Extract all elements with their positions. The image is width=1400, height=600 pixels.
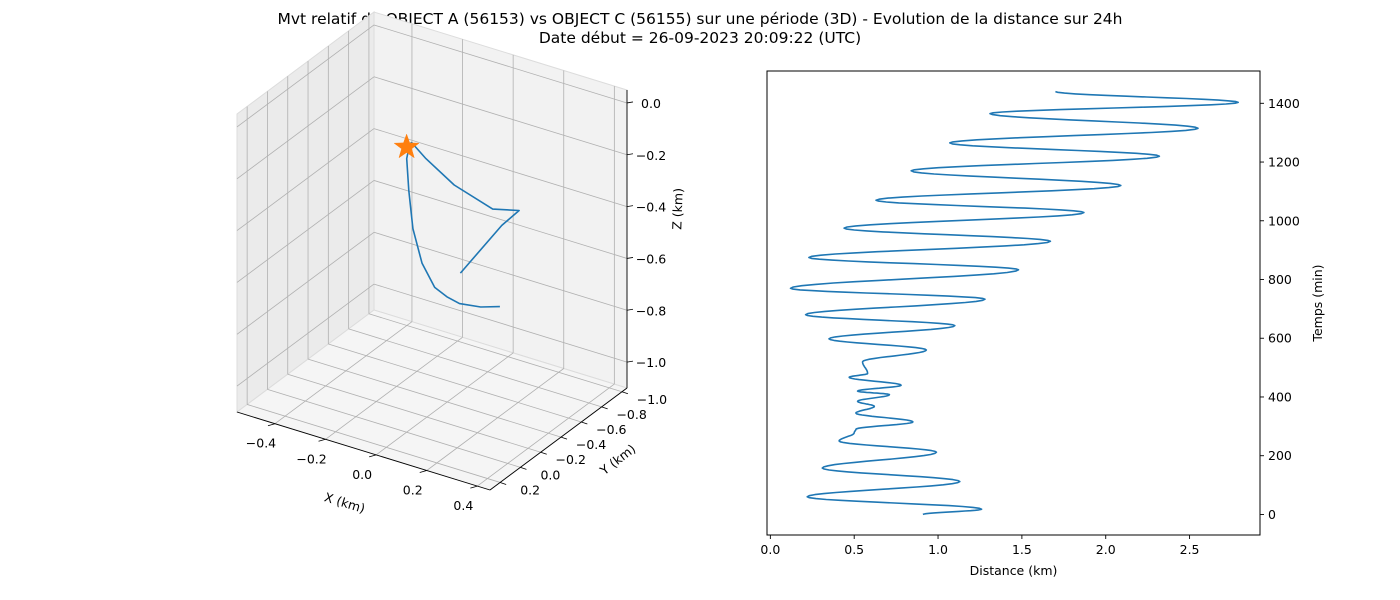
axes3d-series — [393, 133, 520, 308]
gridline-z-left — [236, 128, 375, 231]
z-tick-label-3d: −1.0 — [636, 355, 666, 370]
z-tick-label-3d: 0.0 — [641, 96, 661, 111]
y-tick-label: 600 — [1268, 331, 1292, 346]
z-tick-mark-3d — [626, 257, 634, 259]
gridline-z-left — [236, 180, 375, 283]
x-tick-mark-3d — [419, 470, 427, 473]
x-tick-label-3d: 0.0 — [352, 467, 372, 482]
z-tick-label-3d: −0.2 — [636, 148, 666, 163]
chart-title: Mvt relatif de OBJECT A (56153) vs OBJEC… — [277, 10, 1123, 28]
axis-ticks-2d: 0.0 0.5 1.0 1.5 2.0 2.5 0 200 400 600 800 1000 1200 1… — [760, 96, 1299, 557]
x-tick-label: 2.0 — [1096, 542, 1116, 557]
z-tick-mark-3d — [626, 360, 634, 363]
y-tick-label: 800 — [1268, 272, 1292, 287]
gridline-z-left — [236, 231, 375, 335]
gridline-x-floor — [477, 383, 615, 487]
x-tick-label: 0.0 — [760, 542, 780, 557]
axes3d-axis-lines — [236, 90, 628, 491]
gridline-x-floor — [274, 321, 413, 425]
gridline-y-floor — [287, 373, 541, 453]
gridline-z-back — [373, 128, 628, 207]
z-tick-label-3d: −0.6 — [636, 251, 666, 266]
gridline-y-floor — [348, 328, 602, 408]
x-tick-mark-3d — [318, 438, 326, 442]
trajectory-3d-plot: −0.4−0.20.00.20.40.20.0−0.2−0.4−0.6−0.8−… — [235, 11, 686, 516]
x-tick-label: 2.5 — [1180, 542, 1200, 557]
z-tick-mark-3d — [626, 153, 634, 156]
z-tick-mark-3d — [626, 308, 634, 311]
y-tick-mark-3d — [560, 436, 568, 440]
gridline-z-left — [236, 283, 375, 387]
gridline-y-floor — [267, 388, 521, 468]
y-tick-label-3d: −1.0 — [637, 392, 667, 407]
distance-line — [789, 90, 1239, 516]
y-tick-label-3d: −0.8 — [616, 407, 646, 422]
x-tick-mark-3d — [267, 423, 276, 427]
origin-star-marker — [393, 133, 420, 159]
x-tick-label-3d: −0.2 — [296, 451, 326, 466]
gridline-z-back — [373, 180, 628, 259]
y-tick-label-3d: 0.2 — [520, 482, 540, 497]
gridline-z-left — [236, 76, 375, 180]
y-tick-mark-3d — [601, 406, 608, 410]
y-tick-label-3d: 0.0 — [540, 467, 560, 482]
y-tick-label-3d: −0.4 — [576, 437, 606, 452]
z-tick-mark-3d — [626, 205, 634, 208]
plot-frame — [766, 70, 1261, 536]
gridline-z-left — [236, 24, 375, 128]
y-tick-label: 0 — [1268, 507, 1276, 522]
gridline-z-back — [373, 283, 628, 363]
x-axis-label-2d: Distance (km) — [970, 563, 1058, 578]
x-tick-label: 1.0 — [928, 542, 948, 557]
y-tick-mark-3d — [621, 391, 629, 395]
x-axis-label-3d: X (km) — [323, 489, 367, 516]
gridline-z-back — [373, 231, 628, 311]
x-tick-mark-3d — [369, 454, 377, 458]
x-tick-label-3d: 0.4 — [453, 498, 473, 513]
axes3d-gridlines — [236, 15, 628, 487]
gridline-y-floor — [368, 313, 623, 393]
distance-series — [789, 90, 1239, 516]
y-tick-mark-3d — [540, 451, 547, 455]
z-tick-label-3d: −0.8 — [636, 303, 666, 318]
y-tick-label-3d: −0.2 — [556, 452, 586, 467]
y-tick-mark-3d — [520, 466, 527, 470]
x-tick-mark-3d — [470, 485, 478, 489]
y-tick-label: 400 — [1268, 389, 1292, 404]
trajectory-line — [405, 141, 520, 308]
y-tick-label: 1000 — [1268, 213, 1300, 228]
axes3d-tick-labels: −0.4−0.20.00.20.40.20.0−0.2−0.4−0.6−0.8−… — [246, 96, 667, 513]
x-tick-label: 1.5 — [1012, 542, 1032, 557]
gridline-z-back — [373, 76, 628, 156]
gridline-z-back — [373, 24, 628, 104]
y-tick-label-3d: −0.6 — [596, 422, 626, 437]
y-tick-label: 1200 — [1268, 155, 1300, 170]
z-tick-mark-3d — [626, 101, 634, 104]
y-tick-mark-3d — [500, 482, 507, 485]
z-tick-label-3d: −0.4 — [636, 200, 666, 215]
gridline-x-floor — [325, 336, 463, 440]
gridline-x-floor — [426, 368, 564, 471]
y-axis-label-2d: Temps (min) — [1310, 264, 1325, 342]
y-axis-line-3d — [489, 387, 628, 491]
gridline-y-floor — [307, 358, 562, 438]
y-tick-label: 1400 — [1268, 96, 1300, 111]
distance-time-plot: 0.0 0.5 1.0 1.5 2.0 2.5 0 200 400 600 800 1000 1200 1… — [760, 70, 1325, 578]
y-tick-label: 200 — [1268, 448, 1292, 463]
gridline-x-floor — [375, 352, 514, 456]
y-tick-mark-3d — [581, 421, 588, 425]
x-tick-label: 0.5 — [844, 542, 864, 557]
x-tick-label-3d: −0.4 — [246, 436, 276, 451]
gridline-y-floor — [247, 404, 501, 483]
gridline-y-floor — [328, 343, 582, 423]
chart-subtitle: Date début = 26-09-2023 20:09:22 (UTC) — [538, 29, 862, 47]
z-axis-label-3d: Z (km) — [669, 188, 685, 230]
x-axis-line-3d — [236, 411, 491, 491]
x-tick-label-3d: 0.2 — [403, 483, 423, 498]
